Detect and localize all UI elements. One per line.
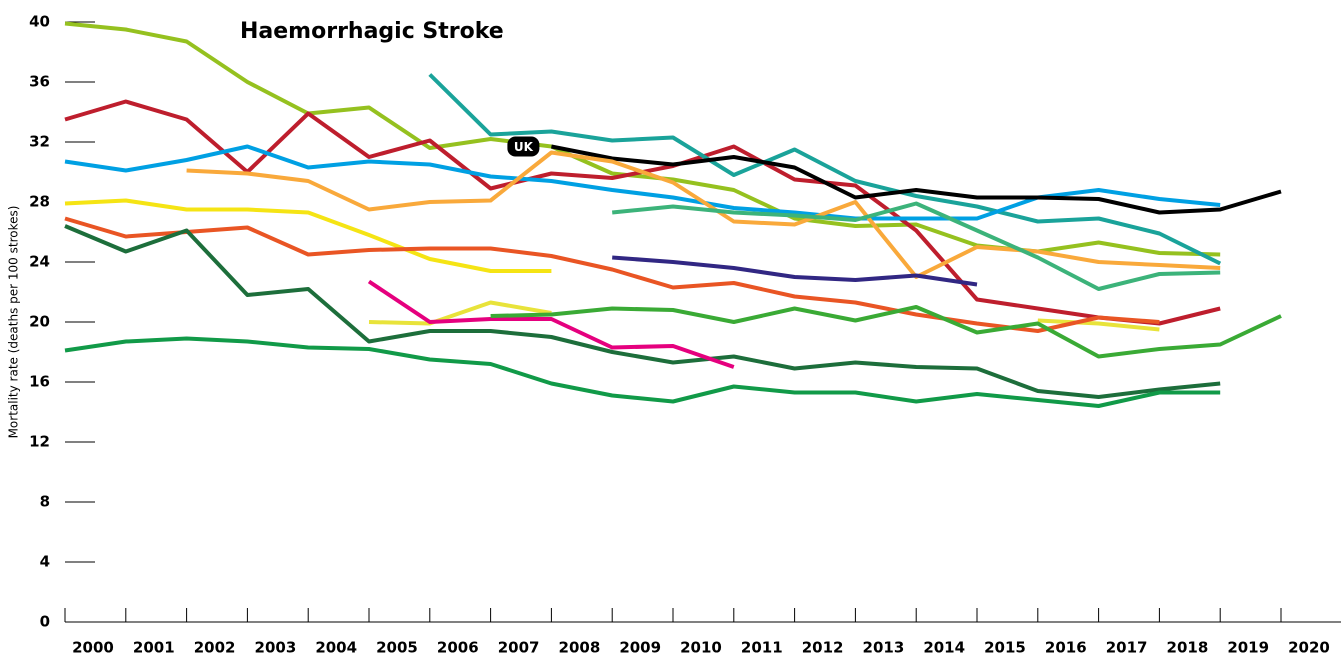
x-tick-label: 2003	[255, 639, 297, 657]
x-tick-label: 2005	[376, 639, 418, 657]
y-tick-label: 40	[29, 13, 50, 31]
x-tick-label: 2010	[680, 639, 722, 657]
series-label: UK	[514, 140, 534, 154]
series-line	[64, 99, 1221, 326]
series-line	[368, 300, 1160, 332]
x-tick-label: 2016	[1045, 639, 1087, 657]
x-tick-label: 2017	[1106, 639, 1148, 657]
x-tick-label: 2011	[741, 639, 783, 657]
y-tick-label: 32	[29, 133, 50, 151]
x-tick-label: 2014	[923, 639, 965, 657]
x-tick-label: 2007	[498, 639, 540, 657]
series-line	[64, 144, 1221, 221]
x-tick-label: 2019	[1227, 639, 1269, 657]
series-line	[490, 305, 1282, 359]
y-tick-label: 4	[40, 553, 50, 571]
x-tick-label: 2001	[133, 639, 175, 657]
y-tick-label: 24	[29, 253, 50, 271]
series-line	[551, 144, 1282, 215]
x-tick-label: 2015	[984, 639, 1026, 657]
series-line	[64, 198, 552, 273]
y-tick-label: 8	[40, 493, 50, 511]
x-tick-label: 2000	[72, 639, 114, 657]
x-tick-label: 2002	[194, 639, 236, 657]
x-tick-label: 2020	[1288, 639, 1330, 657]
x-tick-label: 2006	[437, 639, 479, 657]
series-line	[612, 255, 978, 287]
x-tick-label: 2018	[1167, 639, 1209, 657]
y-tick-label: 0	[40, 613, 50, 631]
series-line	[64, 224, 1221, 399]
y-tick-label: 12	[29, 433, 50, 451]
y-tick-label: 16	[29, 373, 50, 391]
series-line	[186, 150, 1221, 279]
series-line	[367, 279, 735, 369]
x-tick-label: 2009	[619, 639, 661, 657]
x-tick-label: 2004	[315, 639, 357, 657]
series-line	[64, 216, 1160, 333]
y-tick-label: 36	[29, 73, 50, 91]
x-tick-label: 2013	[863, 639, 905, 657]
y-axis-title: Mortality rate (deaths per 100 strokes)	[7, 206, 21, 439]
chart-title: Haemorrhagic Stroke	[240, 19, 504, 44]
y-tick-label: 28	[29, 193, 50, 211]
x-tick-label: 2008	[559, 639, 601, 657]
series-label-badge	[507, 136, 540, 157]
series-line	[428, 73, 1222, 266]
y-tick-label: 20	[29, 313, 50, 331]
series-line	[612, 201, 1221, 291]
x-tick-label: 2012	[802, 639, 844, 657]
series-line	[64, 336, 1221, 408]
